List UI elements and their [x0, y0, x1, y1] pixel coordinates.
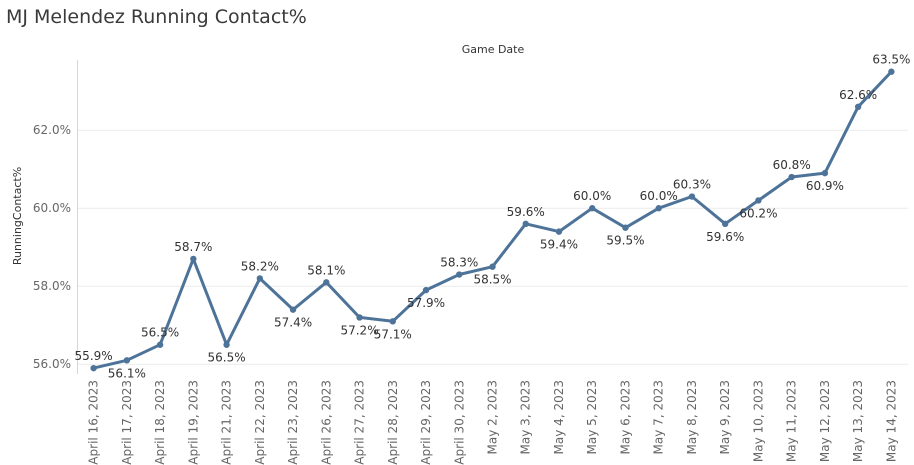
data-labels: 55.9% 56.1% 56.5% 58.7% 56.5% 58.2% 57.4% 58.1%… [75, 53, 911, 381]
data-point [555, 228, 563, 235]
data-point [123, 357, 131, 364]
data-point [888, 68, 895, 75]
x-tick-label: May 2, 2023 [486, 380, 500, 454]
data-label: 60.3% [673, 178, 711, 192]
x-tick-label: May 9, 2023 [718, 380, 732, 454]
data-label: 59.5% [606, 234, 644, 248]
data-label: 58.2% [241, 259, 279, 273]
x-axis-title: Game Date [462, 43, 525, 56]
x-tick-label: May 10, 2023 [751, 380, 765, 462]
data-label: 57.1% [374, 327, 412, 341]
data-label: 56.1% [108, 366, 146, 380]
data-label: 59.6% [507, 205, 545, 219]
data-label: 56.5% [208, 351, 246, 365]
x-tick-label: April 29, 2023 [419, 380, 433, 465]
x-tick-labels: April 16, 2023 April 17, 2023 April 18, 20… [87, 380, 899, 465]
data-point [688, 193, 696, 200]
data-label: 63.5% [872, 53, 910, 67]
x-tick-label: May 4, 2023 [552, 380, 566, 454]
gridlines [77, 129, 908, 365]
data-point [522, 220, 529, 228]
x-tick-label: May 11, 2023 [785, 380, 799, 462]
data-point [622, 224, 629, 231]
x-tick-label: May 8, 2023 [685, 380, 699, 454]
x-tick-label: May 12, 2023 [818, 380, 832, 462]
data-point [854, 103, 862, 111]
data-label: 57.4% [274, 316, 312, 330]
y-tick-label: 58.0% [33, 279, 71, 293]
data-label: 57.9% [407, 296, 445, 310]
x-tick-label: May 3, 2023 [519, 380, 533, 454]
y-tick-label: 56.0% [33, 357, 71, 371]
x-tick-label: May 7, 2023 [652, 380, 666, 454]
data-label: 57.2% [340, 323, 378, 337]
data-label: 59.6% [706, 230, 744, 244]
x-tick-label: April 30, 2023 [452, 380, 466, 465]
data-label: 58.7% [174, 240, 212, 254]
data-point [90, 364, 97, 372]
data-label: 56.5% [141, 326, 179, 340]
data-label: 60.9% [806, 179, 844, 193]
data-point [788, 173, 795, 181]
x-tick-label: April 19, 2023 [186, 380, 200, 465]
chart-title: MJ Melendez Running Contact% [6, 6, 307, 28]
y-tick-label: 62.0% [33, 123, 71, 137]
data-point [422, 286, 430, 294]
x-tick-label: May 13, 2023 [851, 380, 865, 462]
data-point [755, 197, 762, 204]
data-point [721, 220, 729, 228]
x-tick-label: May 14, 2023 [884, 380, 898, 462]
data-label: 62.6% [839, 88, 877, 102]
data-point [356, 314, 363, 321]
data-label: 59.4% [540, 238, 578, 252]
x-tick-label: April 16, 2023 [87, 380, 101, 465]
data-point [190, 255, 197, 263]
x-tick-label: April 18, 2023 [153, 380, 167, 465]
x-tick-label: April 23, 2023 [286, 380, 300, 465]
data-point [323, 279, 330, 286]
data-label: 60.2% [739, 206, 777, 220]
data-point [289, 306, 297, 313]
x-tick-label: May 6, 2023 [618, 380, 632, 454]
data-label: 55.9% [75, 349, 113, 363]
x-tick-label: April 17, 2023 [120, 380, 134, 465]
data-label: 60.0% [640, 189, 678, 203]
data-point [655, 205, 662, 212]
data-point [223, 341, 230, 348]
data-point [389, 318, 396, 325]
data-label: 60.8% [773, 158, 811, 172]
data-label: 60.0% [573, 189, 611, 203]
data-label: 58.1% [307, 263, 345, 277]
data-point [489, 263, 496, 270]
data-label: 58.5% [473, 273, 511, 287]
x-tick-label: April 28, 2023 [386, 380, 400, 465]
y-axis-title: RunningContact% [11, 167, 24, 265]
x-tick-label: April 27, 2023 [353, 380, 367, 465]
data-point [156, 341, 164, 348]
y-tick-labels: 56.0% 58.0% 60.0% 62.0% [33, 123, 71, 371]
x-tick-label: May 5, 2023 [585, 380, 599, 454]
x-tick-label: April 21, 2023 [220, 380, 234, 465]
x-tick-label: April 26, 2023 [319, 380, 333, 465]
x-tick-label: April 22, 2023 [253, 380, 267, 465]
data-point [821, 169, 829, 177]
data-point [256, 275, 264, 282]
data-point [589, 205, 596, 212]
data-points [90, 68, 895, 372]
y-tick-label: 60.0% [33, 201, 71, 215]
data-point [456, 271, 463, 278]
data-label: 58.3% [440, 256, 478, 270]
